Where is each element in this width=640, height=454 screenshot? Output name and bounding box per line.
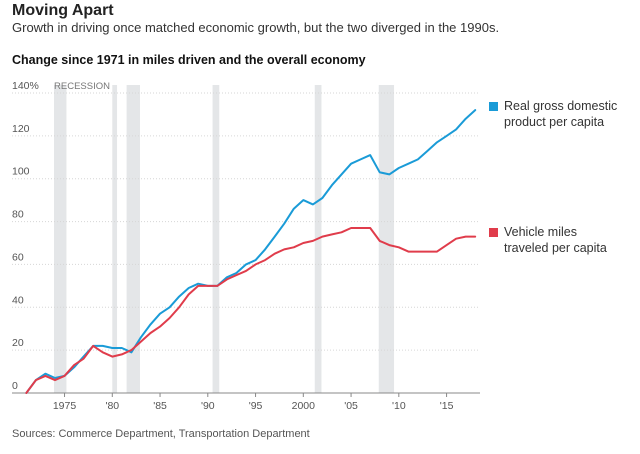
legend-item-vmt: Vehicle miles traveled per capita	[489, 224, 624, 256]
recession-band	[378, 85, 395, 393]
recession-band	[54, 85, 67, 393]
x-tick-label: '05	[344, 400, 358, 412]
x-tick-label: 2000	[292, 400, 316, 412]
y-tick-label: 40	[12, 294, 24, 306]
x-tick-label: 1975	[53, 400, 77, 412]
x-tick-label: '95	[249, 400, 263, 412]
source-note: Sources: Commerce Department, Transporta…	[12, 428, 310, 440]
chart-subtitle: Growth in driving once matched economic …	[12, 20, 500, 35]
legend-label-vmt: Vehicle miles traveled per capita	[504, 225, 607, 255]
recession-label: RECESSION	[54, 81, 110, 92]
grid-lines: 0 20 40 60 80 100 120 140%	[12, 80, 480, 392]
y-tick-label: 80	[12, 209, 24, 221]
x-tick-label: '10	[392, 400, 406, 412]
x-tick-label: '85	[153, 400, 167, 412]
legend-label-gdp: Real gross domestic product per capita	[504, 99, 618, 129]
y-tick-label: 0	[12, 380, 18, 392]
legend-swatch-vmt	[489, 228, 498, 237]
legend-item-gdp: Real gross domestic product per capita	[489, 98, 624, 130]
chart-heading: Change since 1971 in miles driven and th…	[12, 53, 366, 67]
recession-band	[212, 85, 220, 393]
x-tick-label: '90	[201, 400, 215, 412]
y-tick-label: 120	[12, 123, 30, 135]
y-tick-label: 20	[12, 337, 24, 349]
recession-band	[126, 85, 140, 393]
vmt-series-line	[25, 227, 477, 394]
axes: 1975 '80 '85 '90 '95 2000 '05 '10 '15	[12, 392, 480, 412]
y-tick-label: 60	[12, 251, 24, 263]
legend-swatch-gdp	[489, 102, 498, 111]
y-tick-label: 140%	[12, 80, 39, 92]
series-lines	[25, 109, 477, 394]
x-tick-label: '80	[105, 400, 119, 412]
y-tick-label: 100	[12, 166, 30, 178]
gdp-series-line	[25, 109, 477, 394]
chart-title: Moving Apart	[12, 2, 114, 19]
x-tick-label: '15	[440, 400, 454, 412]
recession-band	[112, 85, 118, 393]
